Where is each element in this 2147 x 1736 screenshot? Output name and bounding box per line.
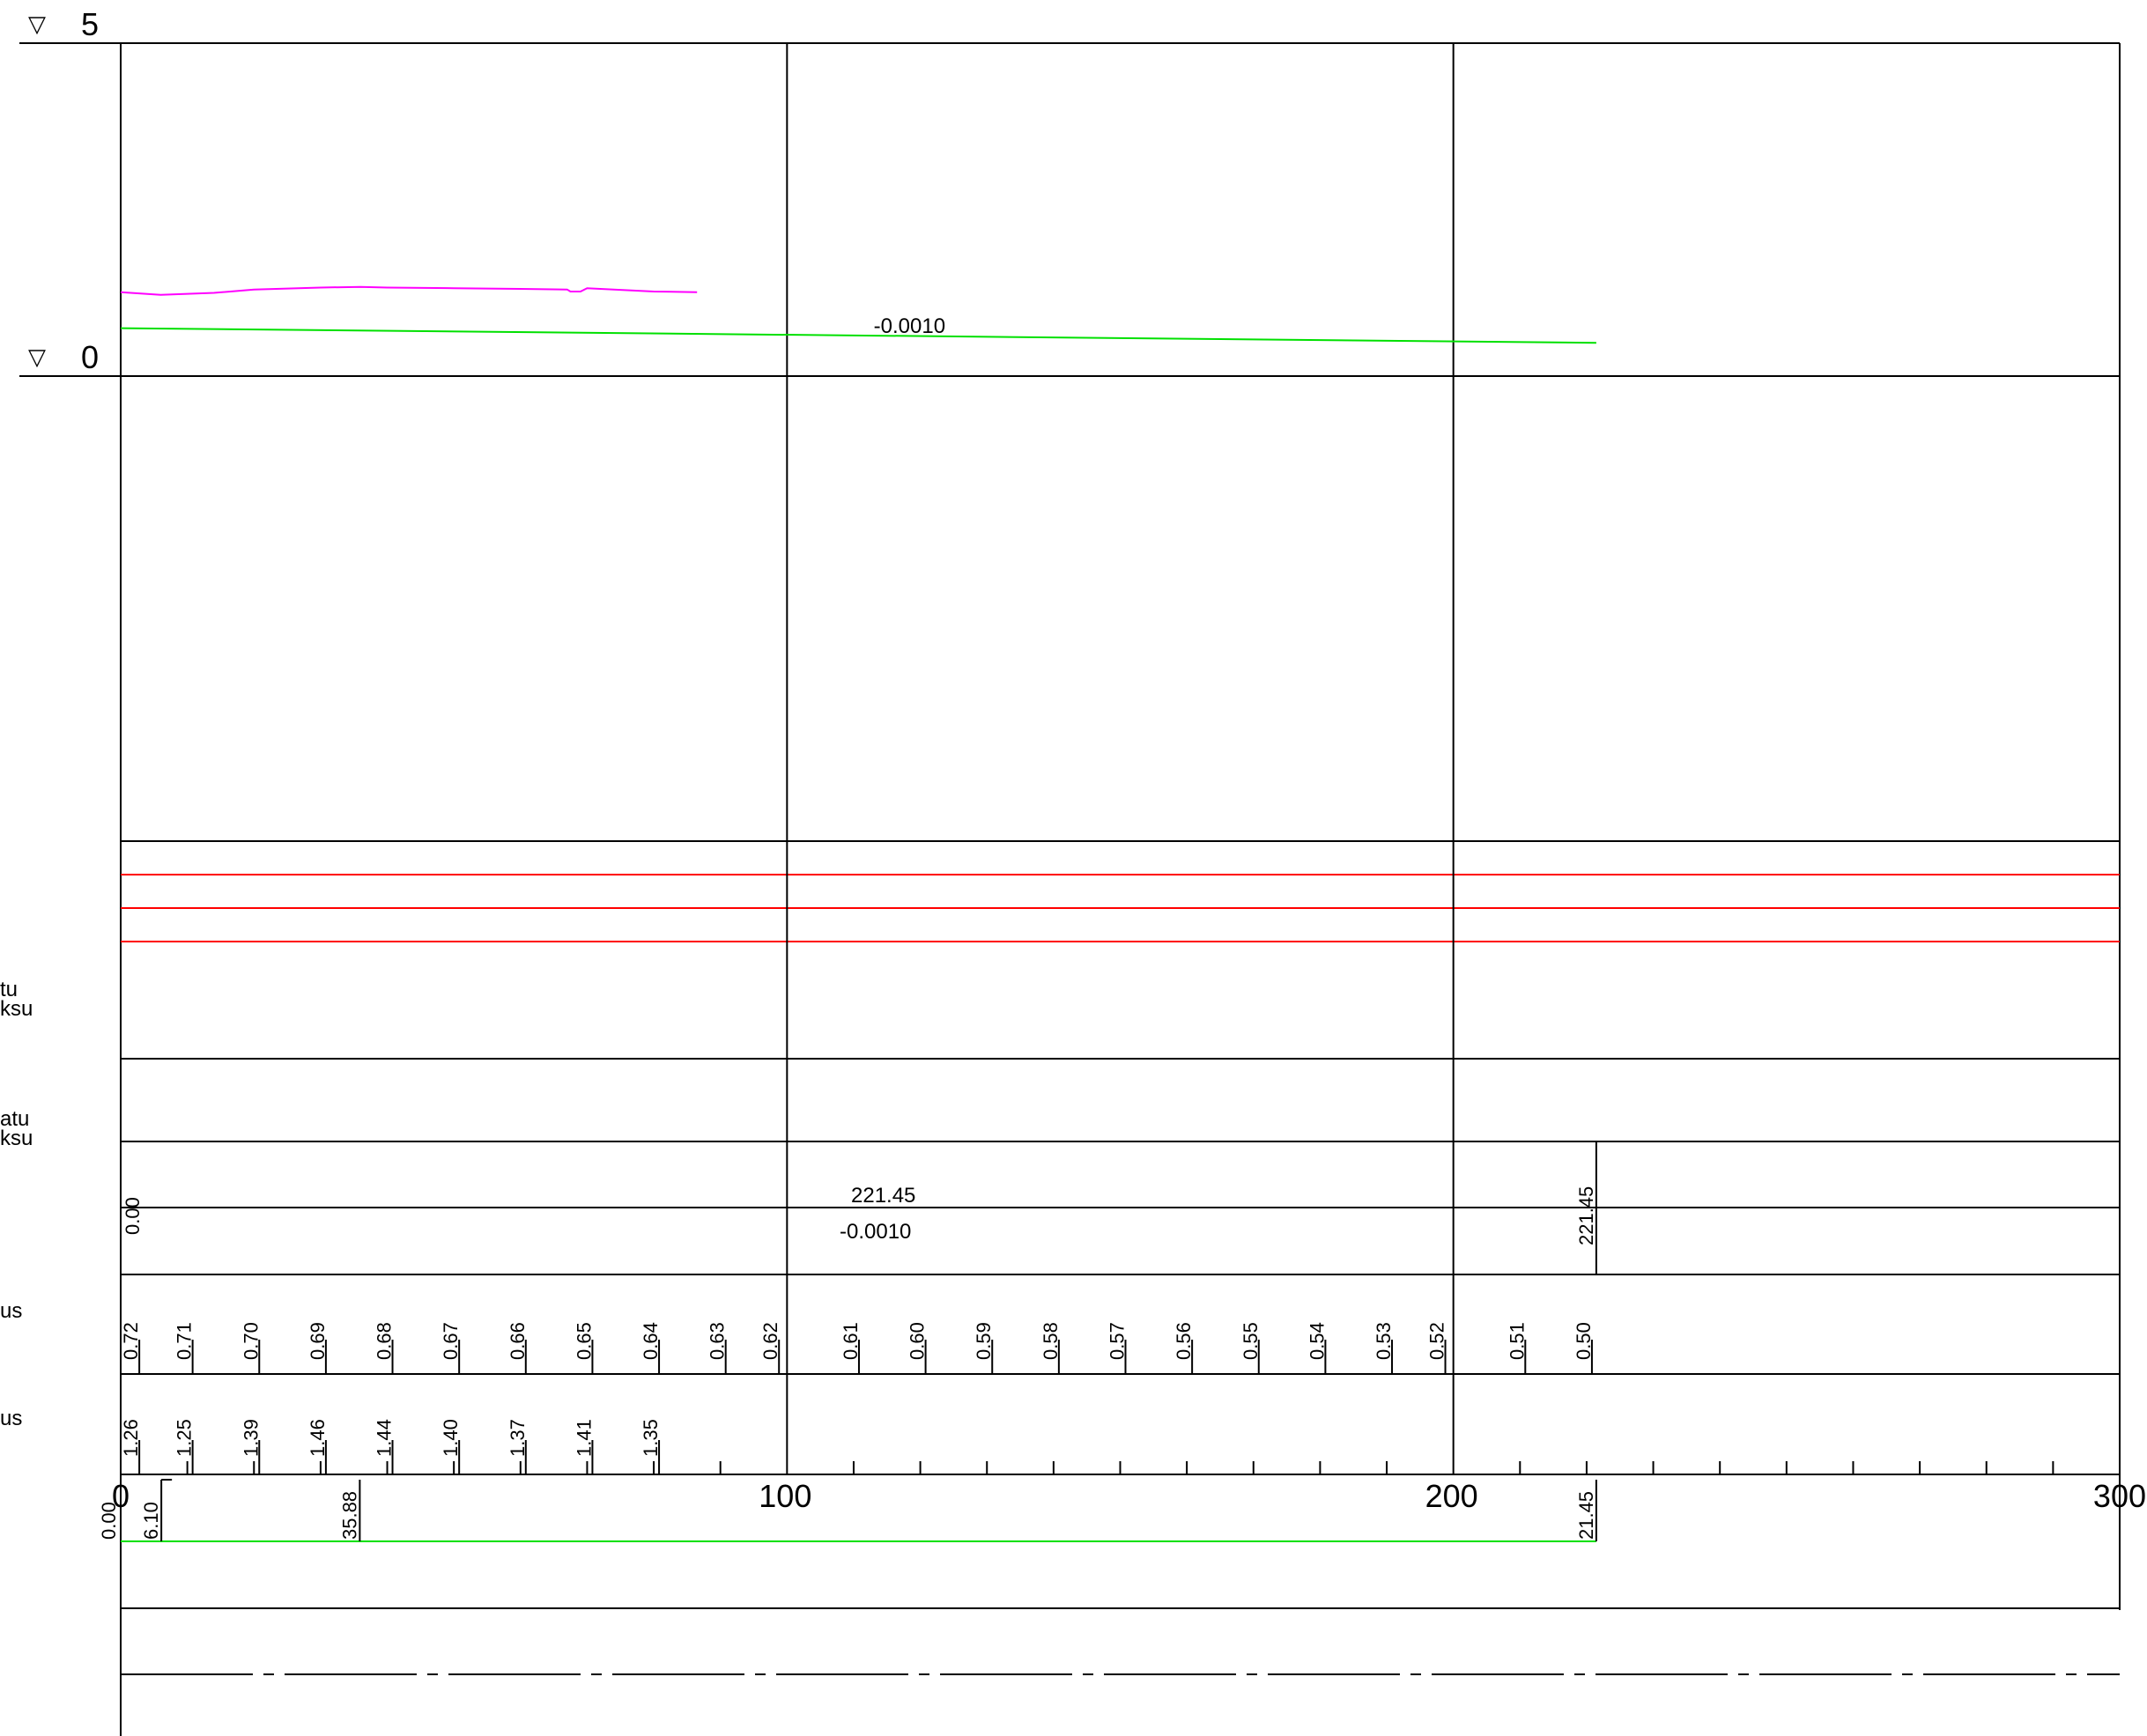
grade-elevation-label: 0.57 xyxy=(1107,1322,1129,1360)
grade-elevation-label: 0.66 xyxy=(507,1322,529,1360)
elevation-marker-icon: ▽ xyxy=(28,344,46,370)
elevation-label-top: 5 xyxy=(81,6,99,42)
grade-elevation-label: 0.59 xyxy=(973,1322,995,1360)
grade-elevation-label: 0.60 xyxy=(907,1322,929,1360)
row-label: ksu xyxy=(0,997,33,1021)
row-label: us xyxy=(0,1299,22,1323)
grade-elevation-label: 0.55 xyxy=(1240,1322,1262,1360)
row-label: atu xyxy=(0,1107,29,1131)
grade-elevation-label: 0.51 xyxy=(1506,1322,1528,1360)
grade-elevation-label: 0.56 xyxy=(1173,1322,1195,1360)
grade-elevation-label: 0.62 xyxy=(759,1322,781,1360)
distance-label: 35.88 xyxy=(338,1491,360,1540)
elevation-axis: ▽ 5 ▽ 0 xyxy=(28,6,99,375)
grade-elevation-label: 0.58 xyxy=(1040,1322,1062,1360)
band-grade-end-label: 221.45 xyxy=(1575,1186,1597,1245)
distance-label: 0.00 xyxy=(98,1502,120,1540)
grade-elevation-label: 0.70 xyxy=(240,1322,262,1360)
grade-elevation-label: 0.64 xyxy=(640,1322,662,1360)
ground-elevation-label: 1.44 xyxy=(374,1419,396,1457)
frame xyxy=(19,42,2121,1736)
grade-elevation-label: 0.65 xyxy=(573,1322,595,1360)
grade-elevation-label: 0.50 xyxy=(1573,1322,1595,1360)
band-grade-value-label: -0.0010 xyxy=(840,1220,911,1244)
x-axis-tick-label: 200 xyxy=(1425,1478,1478,1514)
grade-elevation-label: 0.53 xyxy=(1373,1322,1395,1360)
grade-line xyxy=(120,327,1596,344)
grade-label: -0.0010 xyxy=(874,314,945,338)
grade-elevation-label: 0.68 xyxy=(374,1322,396,1360)
band-grade-length-label: 221.45 xyxy=(851,1184,915,1208)
ground-profile-line xyxy=(120,285,698,296)
grade-elevation-label: 0.52 xyxy=(1426,1322,1448,1360)
ground-elevation-label: 1.40 xyxy=(440,1419,462,1457)
x-axis-tick-label: 300 xyxy=(2093,1478,2146,1514)
ground-elevation-label: 1.41 xyxy=(573,1419,595,1457)
x-axis-tick-label: 0 xyxy=(112,1478,130,1514)
grade-elevation-label: 0.72 xyxy=(120,1322,142,1360)
ground-elevation-label: 1.35 xyxy=(640,1419,662,1457)
grade-elevation-label: 0.69 xyxy=(307,1322,329,1360)
distance-label: 6.10 xyxy=(140,1502,162,1540)
elevation-marker-icon: ▽ xyxy=(28,11,46,37)
row-labels: tu ksu atu ksu us us xyxy=(0,978,33,1430)
ground-elevation-label: 1.26 xyxy=(120,1419,142,1457)
grade-elevation-label: 0.54 xyxy=(1306,1322,1328,1360)
ground-elevation-label: 1.46 xyxy=(307,1419,329,1457)
x-axis-tick-label: 100 xyxy=(759,1478,811,1514)
row-label: ksu xyxy=(0,1127,33,1150)
grade-elevation-label: 0.67 xyxy=(440,1322,462,1360)
grade-elevation-label: 0.61 xyxy=(840,1322,862,1360)
ground-elevation-label: 1.37 xyxy=(507,1419,529,1457)
band-grade-start-label: 0.00 xyxy=(122,1197,144,1235)
ground-elevation-label: 1.39 xyxy=(240,1419,262,1457)
ground-elevation-label: 1.25 xyxy=(174,1419,196,1457)
row-label: tu xyxy=(0,978,18,1001)
grade-elevation-label: 0.63 xyxy=(707,1322,729,1360)
distance-label: 21.45 xyxy=(1575,1491,1597,1540)
grade-elevation-label: 0.71 xyxy=(174,1322,196,1360)
row-label: us xyxy=(0,1407,22,1430)
elevation-label-bottom: 0 xyxy=(81,339,99,375)
reference-lines xyxy=(121,874,2120,942)
